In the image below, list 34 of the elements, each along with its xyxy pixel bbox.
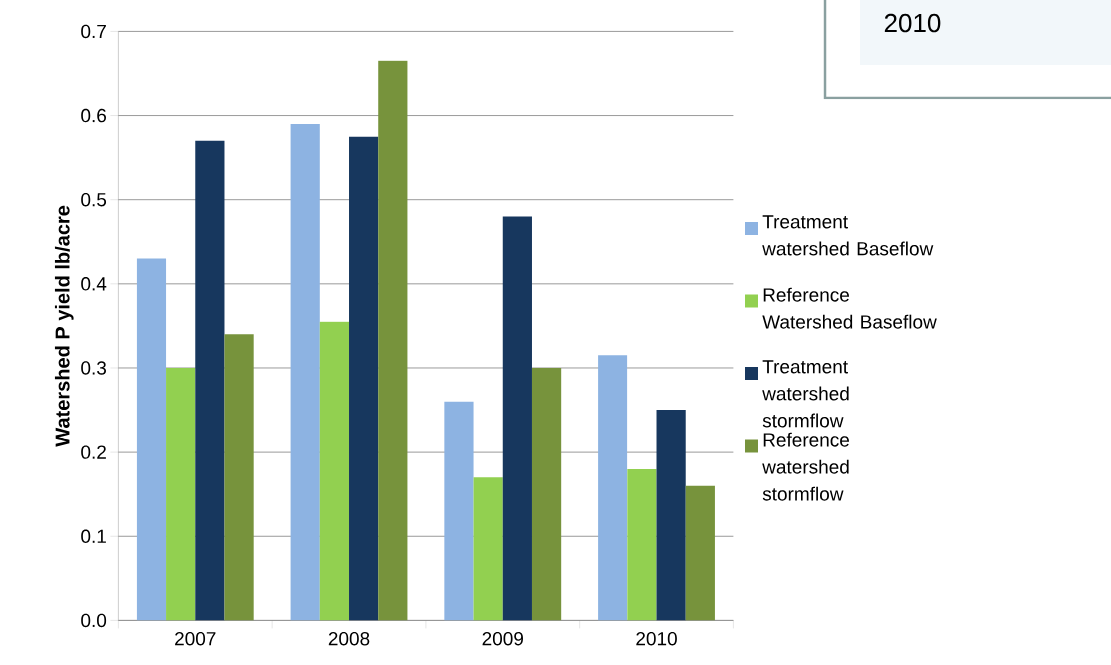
bar bbox=[473, 477, 503, 621]
bar bbox=[531, 367, 562, 621]
bar bbox=[444, 401, 474, 621]
y-tick-label: 0.0 bbox=[81, 613, 107, 628]
bar bbox=[290, 123, 320, 621]
text: 2010 bbox=[884, 13, 941, 33]
bar bbox=[502, 216, 532, 621]
y-axis-title: Watershed P yield lb/acre bbox=[54, 205, 74, 447]
y-tick-label: 0.2 bbox=[81, 445, 106, 459]
legend-label: Reference watershed stormflow bbox=[762, 432, 850, 501]
y-tick-label: 0.7 bbox=[81, 24, 106, 39]
legend-label: Treatment watershed stormflow bbox=[762, 360, 849, 428]
bar bbox=[224, 334, 254, 621]
x-tick-label: 2009 bbox=[482, 631, 523, 646]
x-tick-label: 2007 bbox=[175, 631, 216, 646]
x-tick-label: 2010 bbox=[636, 631, 677, 646]
x-tick-label: 2008 bbox=[328, 631, 370, 646]
y-tick-label: 0.4 bbox=[81, 277, 107, 291]
y-tick-label: 0.1 bbox=[81, 529, 106, 543]
bar bbox=[195, 140, 225, 621]
bar bbox=[166, 367, 196, 621]
bar bbox=[685, 485, 715, 621]
bar bbox=[136, 258, 167, 621]
bar bbox=[598, 355, 628, 621]
y-tick-label: 0.5 bbox=[81, 192, 107, 207]
legend-label: Reference Watershed Baseflow bbox=[762, 287, 937, 329]
bar bbox=[378, 60, 408, 621]
y-tick-label: 0.6 bbox=[81, 108, 107, 123]
bar bbox=[349, 136, 379, 621]
legend-label: Treatment watershed Baseflow bbox=[762, 215, 934, 256]
bar bbox=[319, 321, 350, 621]
bar bbox=[627, 468, 657, 621]
bar bbox=[656, 410, 686, 621]
y-tick-label: 0.3 bbox=[81, 361, 107, 375]
